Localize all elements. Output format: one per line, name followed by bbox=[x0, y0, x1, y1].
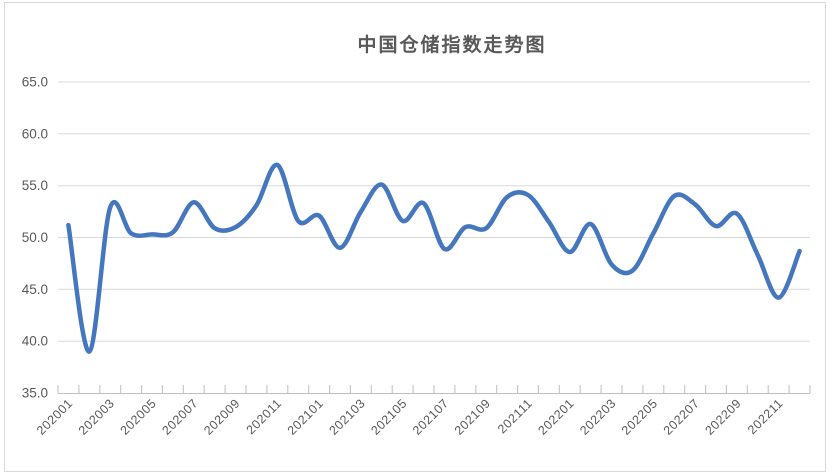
x-axis-label: 202103 bbox=[327, 396, 369, 438]
x-axis-label: 202009 bbox=[201, 396, 243, 438]
y-axis-label: 35.0 bbox=[22, 386, 48, 401]
x-axis-label: 202203 bbox=[577, 396, 619, 438]
x-axis-label: 202107 bbox=[410, 396, 452, 438]
x-axis-label: 202201 bbox=[535, 396, 577, 438]
x-axis-label: 202101 bbox=[285, 396, 327, 438]
x-axis-label: 202105 bbox=[368, 396, 410, 438]
index-series-line bbox=[66, 162, 802, 354]
x-axis-label: 202007 bbox=[159, 396, 201, 438]
chart-title: 中国仓储指数走势图 bbox=[357, 34, 547, 56]
x-axis-label: 202211 bbox=[745, 396, 786, 437]
x-axis-label: 202205 bbox=[619, 396, 661, 438]
x-axis-label: 202001 bbox=[34, 396, 76, 438]
y-axis-label: 40.0 bbox=[22, 334, 48, 349]
x-axis-label: 202003 bbox=[76, 396, 118, 438]
y-axis-label: 60.0 bbox=[22, 126, 48, 141]
x-axis-label: 202111 bbox=[495, 396, 535, 436]
x-axis-label: 202005 bbox=[118, 396, 160, 438]
x-axis-label: 202209 bbox=[703, 396, 745, 438]
x-axis-label: 202109 bbox=[452, 396, 494, 438]
y-axis-label: 50.0 bbox=[22, 230, 48, 245]
x-axis-label: 202207 bbox=[661, 396, 703, 438]
y-axis-label: 45.0 bbox=[22, 282, 48, 297]
y-axis-label: 55.0 bbox=[22, 178, 48, 193]
x-axis-label: 202011 bbox=[244, 396, 285, 437]
y-axis-label: 65.0 bbox=[22, 75, 48, 90]
